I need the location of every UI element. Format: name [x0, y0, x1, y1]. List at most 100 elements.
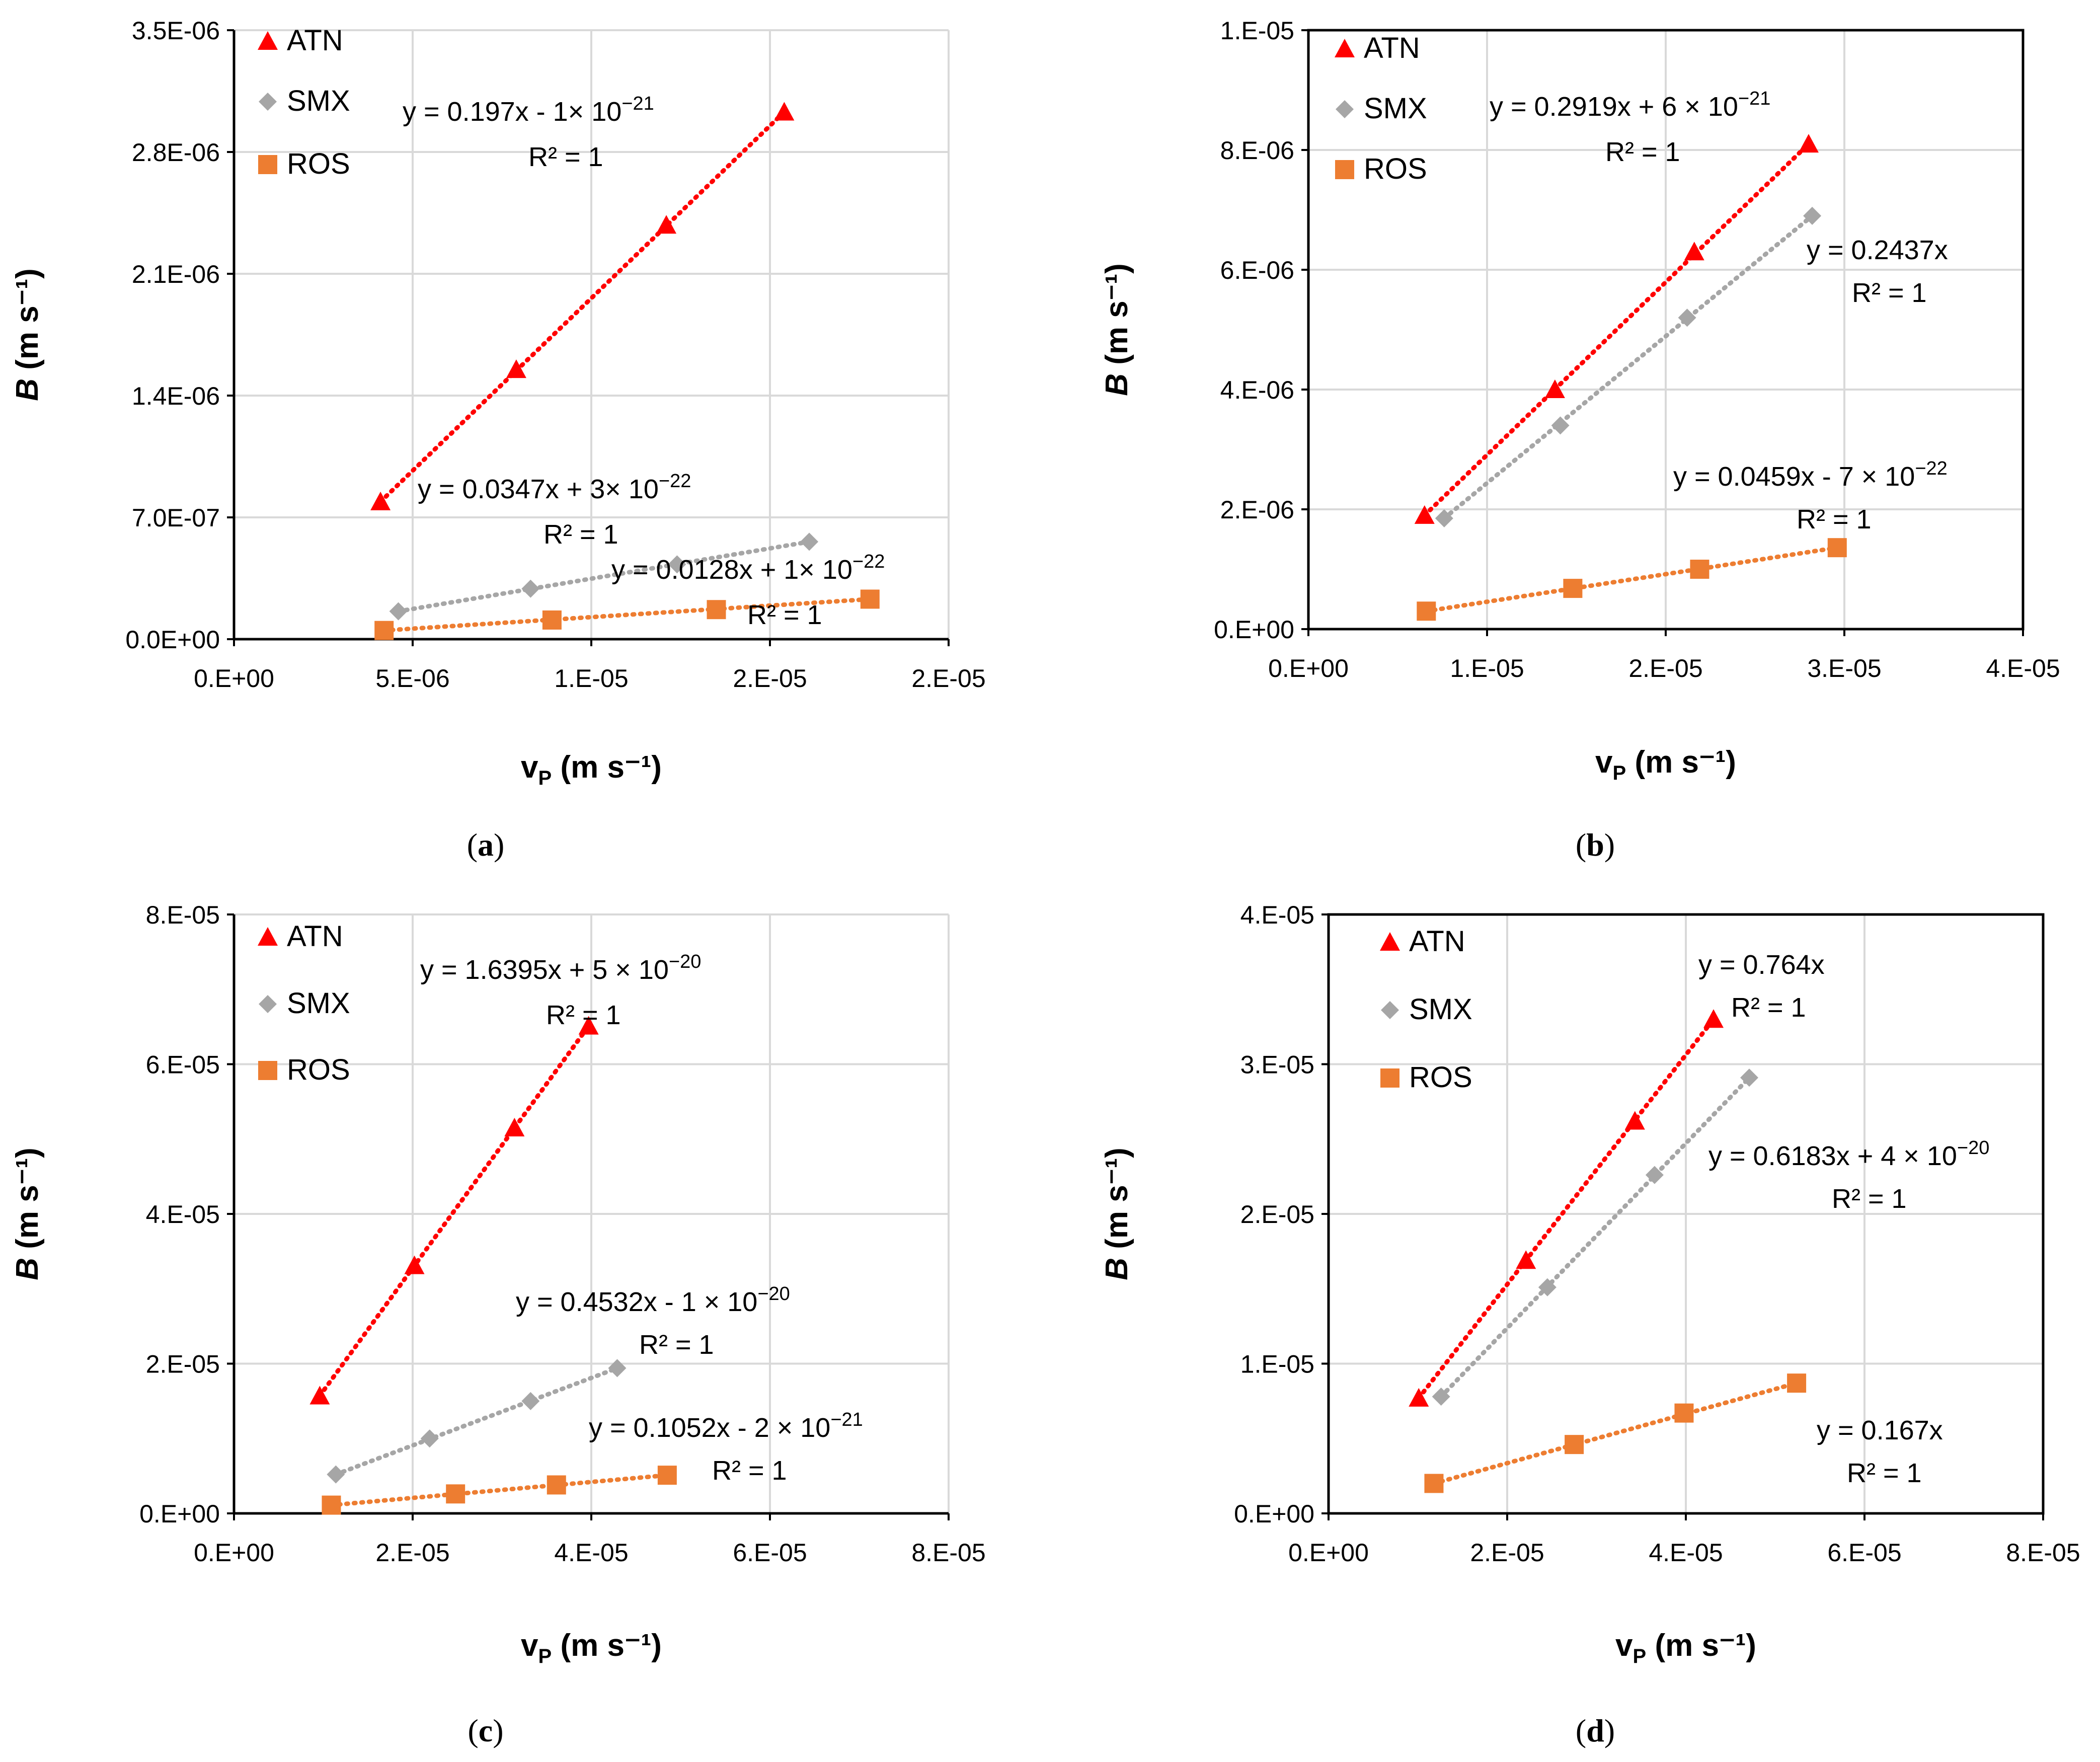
- y-tick-label: 2.E-05: [146, 1350, 220, 1378]
- legend-label-ros: ROS: [287, 147, 350, 180]
- data-point-smx: [1551, 416, 1570, 435]
- data-point-ros: [1690, 560, 1709, 579]
- x-tick-label: 2.E-05: [1628, 654, 1702, 682]
- y-axis-label: B (m s⁻¹): [1100, 263, 1134, 396]
- data-point-atn: [1414, 505, 1435, 524]
- chart-panel-b: 0.E+00 1.E-05 2.E-05 3.E-05 4.E-05 0.E+00 2.E-…: [1100, 17, 2060, 863]
- trendline-atn: [378, 109, 787, 504]
- data-point-atn: [506, 359, 526, 378]
- y-tick-label: 0.0E+00: [125, 626, 220, 654]
- data-point-atn: [656, 215, 677, 234]
- data-point-ros: [1424, 1474, 1444, 1493]
- data-point-atn: [578, 1016, 599, 1035]
- legend-marker-smx: [259, 93, 277, 111]
- legend-label-atn: ATN: [287, 24, 343, 57]
- trendline-ros: [329, 1473, 670, 1508]
- trendline-ros: [1431, 1381, 1799, 1486]
- x-tick-label: 4.E-05: [554, 1539, 628, 1567]
- data-point-ros: [860, 589, 880, 609]
- data-point-ros: [374, 621, 394, 640]
- panel-caption: (b): [1576, 827, 1615, 863]
- r-squared-label: R² = 1: [546, 1000, 621, 1030]
- r-squared-label: R² = 1: [712, 1455, 787, 1486]
- x-axis-label: vP (m s⁻¹): [521, 750, 662, 789]
- regression-equation: y = 0.764x: [1698, 950, 1825, 980]
- data-point-ros: [1787, 1373, 1807, 1393]
- x-tick-label: 0.E+00: [1268, 654, 1349, 682]
- trendline-ros: [1424, 545, 1840, 614]
- regression-equation: y = 0.2919x + 6 × 10−21: [1490, 88, 1770, 122]
- trendline-ros: [381, 596, 873, 633]
- y-tick-label: 2.1E-06: [132, 260, 220, 288]
- trendline-smx: [396, 539, 812, 614]
- data-point-smx: [389, 602, 408, 621]
- data-point-ros: [1563, 579, 1583, 598]
- y-tick-label: 4.E-05: [146, 1200, 220, 1229]
- r-squared-label: R² = 1: [543, 519, 618, 550]
- y-axis-label: B (m s⁻¹): [10, 268, 45, 401]
- data-point-atn: [1516, 1250, 1536, 1269]
- data-point-atn: [1799, 134, 1819, 153]
- x-tick-label: 2.E-05: [1470, 1539, 1544, 1567]
- data-point-smx: [521, 579, 540, 598]
- x-tick-label: 0.E+00: [194, 664, 274, 693]
- x-tick-label: 2.E-05: [375, 1539, 449, 1567]
- data-point-smx: [608, 1359, 627, 1377]
- y-tick-label: 3.E-05: [1240, 1051, 1314, 1079]
- y-tick-label: 0.E+00: [139, 1500, 220, 1528]
- y-tick-label: 0.E+00: [1214, 616, 1294, 644]
- legend-marker-ros: [1380, 1068, 1399, 1088]
- x-tick-label: 2.E-05: [733, 664, 807, 693]
- y-tick-label: 8.E-05: [146, 901, 220, 929]
- legend-label-atn: ATN: [1364, 32, 1420, 64]
- regression-equation: y = 0.2437x: [1807, 235, 1948, 265]
- data-point-atn: [370, 491, 391, 510]
- regression-equation: y = 0.0347x + 3× 10−22: [418, 471, 691, 504]
- regression-equation: y = 0.197x - 1× 10−21: [403, 93, 654, 127]
- trendline-smx: [333, 1365, 619, 1477]
- legend-label-smx: SMX: [287, 987, 350, 1020]
- data-point-smx: [800, 532, 819, 551]
- r-squared-label: R² = 1: [1605, 137, 1680, 167]
- data-point-smx: [1432, 1387, 1450, 1406]
- x-tick-label: 1.E-05: [554, 664, 628, 693]
- legend-label-ros: ROS: [1364, 152, 1427, 185]
- data-point-atn: [504, 1117, 525, 1136]
- y-tick-label: 6.E-05: [146, 1051, 220, 1079]
- data-point-ros: [1417, 601, 1436, 621]
- legend-label-ros: ROS: [1409, 1061, 1472, 1094]
- y-axis-label: B (m s⁻¹): [10, 1147, 45, 1280]
- y-tick-label: 1.E-05: [1240, 1350, 1314, 1378]
- panel-caption: (c): [468, 1713, 503, 1748]
- r-squared-label: R² = 1: [1852, 278, 1927, 308]
- data-point-ros: [657, 1466, 677, 1485]
- y-tick-label: 3.5E-06: [132, 17, 220, 45]
- chart-panel-d: 0.E+00 2.E-05 4.E-05 6.E-05 8.E-05 0.E+00 1.E-…: [1100, 901, 2080, 1748]
- x-tick-label: 4.E-05: [1649, 1539, 1723, 1567]
- legend-marker-atn: [1380, 932, 1400, 951]
- x-tick-label: 5.E-06: [375, 664, 449, 693]
- y-tick-label: 4.E-06: [1220, 376, 1294, 404]
- data-point-ros: [322, 1495, 341, 1515]
- regression-equation: y = 1.6395x + 5 × 10−20: [420, 951, 701, 985]
- chart-panel-a: 0.E+00 5.E-06 1.E-05 2.E-05 2.E-05 0.0E+00 7.0…: [10, 17, 986, 863]
- y-tick-label: 4.E-05: [1240, 901, 1314, 929]
- data-point-smx: [327, 1465, 345, 1484]
- trendline-atn: [1416, 1017, 1716, 1401]
- trendline-atn: [317, 1024, 591, 1398]
- x-tick-label: 6.E-05: [1827, 1539, 1901, 1567]
- x-tick-label: 4.E-05: [1986, 654, 2060, 682]
- y-tick-label: 7.0E-07: [132, 504, 220, 532]
- data-point-atn: [309, 1386, 330, 1405]
- x-axis-label: vP (m s⁻¹): [1615, 1628, 1756, 1667]
- regression-equation: y = 0.6183x + 4 × 10−20: [1708, 1137, 1989, 1171]
- y-tick-label: 2.8E-06: [132, 138, 220, 167]
- x-tick-label: 8.E-05: [2006, 1539, 2080, 1567]
- data-point-smx: [668, 555, 686, 574]
- r-squared-label: R² = 1: [639, 1330, 714, 1360]
- data-point-atn: [1409, 1388, 1429, 1407]
- legend-marker-atn: [258, 31, 278, 50]
- r-squared-label: R² = 1: [1847, 1458, 1922, 1488]
- r-squared-label: R² = 1: [528, 142, 603, 172]
